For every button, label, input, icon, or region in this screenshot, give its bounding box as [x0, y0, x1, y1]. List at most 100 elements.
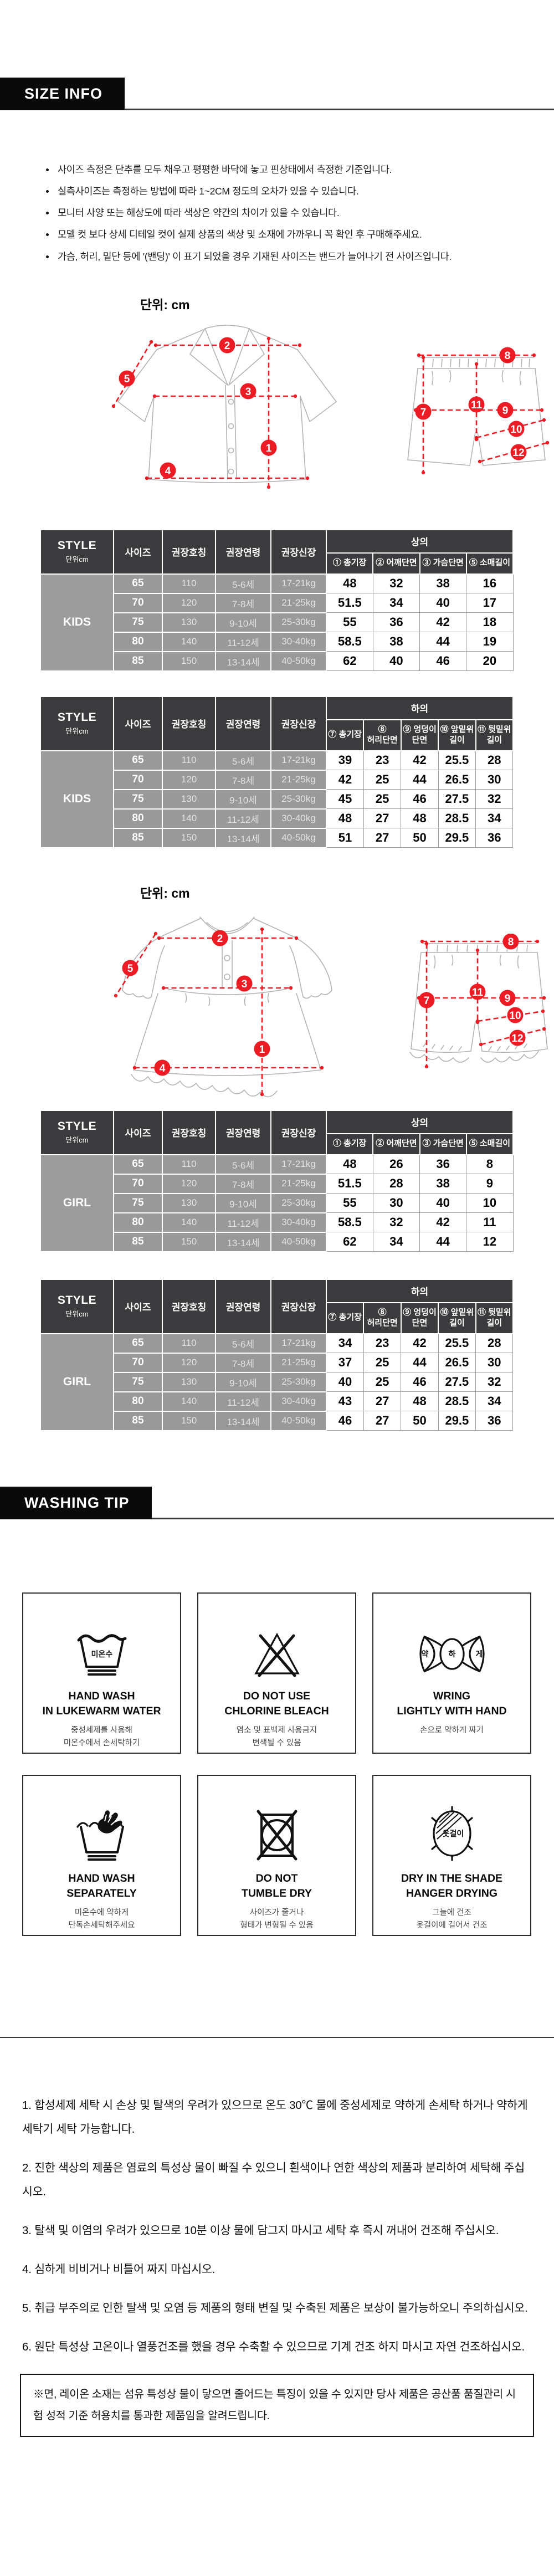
group-label-cell: GIRL [40, 1333, 114, 1431]
shade-hanger-dry-icon: 옷걸이 [421, 1795, 483, 1861]
value-cell: 36 [475, 828, 514, 848]
measure-marker-1 [254, 1041, 270, 1057]
measure-marker-11 [468, 396, 485, 413]
measure-marker-7 [418, 992, 435, 1008]
care-instruction-item: 2. 진한 색상의 제품은 염료의 특성상 물이 빠질 수 있으니 흰색이나 연… [22, 2161, 525, 2198]
section-divider-line [0, 2036, 554, 2038]
measure-marker-label: 4 [160, 1063, 166, 1074]
size-cell: 80 [113, 1391, 163, 1412]
value-cell: 10 [466, 1193, 514, 1213]
style-header-cell: STYLE 단위cm [40, 529, 114, 575]
style-unit-label: 단위cm [65, 727, 89, 736]
care-instruction-item: 6. 원단 특성상 고온이나 열풍건조를 했을 경우 수축할 수 있으므로 기계… [22, 2341, 525, 2354]
value-cell: 38 [419, 573, 467, 594]
handwash-lukewarm-icon: 미온수 [74, 1612, 130, 1679]
value-cell: 32 [475, 789, 514, 810]
value-cell: 25.5 [438, 750, 476, 771]
weight-cell: 25-30kg [270, 1192, 327, 1213]
measure-marker-label: 12 [512, 447, 524, 459]
size-table-kids-하의: STYLE 단위cm 사이즈 권장호칭 권장연령 권장신장 하의 ⑦ 총기장 ⑧ 허리단면 ⑨ 엉… [40, 695, 514, 848]
value-cell: 62 [326, 651, 373, 672]
size-cell: 70 [113, 769, 163, 790]
age-cell: 7-8세 [215, 592, 271, 613]
section-header: 상의 [325, 529, 514, 554]
fabric-notice-box: ※면, 레이온 소재는 섬유 특성상 물이 닿으면 줄어드는 특징이 있을 수 … [20, 2374, 534, 2437]
age-cell: 11-12세 [215, 808, 271, 829]
value-cell: 48 [401, 808, 439, 829]
label-cell: 150 [162, 827, 216, 848]
size-table-girl-top-wrap: STYLE 단위cm 사이즈 권장호칭 권장연령 권장신장 상의 ① 총기장 ② 어깨단면 ③ 가… [40, 1109, 554, 1252]
size-table-girl-상의: STYLE 단위cm 사이즈 권장호칭 권장연령 권장신장 상의 ① 총기장 ② 어깨단면 ③ 가… [40, 1109, 514, 1252]
value-cell: 44 [401, 770, 439, 790]
age-cell: 5-6세 [215, 750, 271, 771]
column-header: 사이즈 [113, 1278, 163, 1334]
measure-marker-label: 2 [224, 340, 230, 352]
size-note-item: 사이즈 측정은 단추를 모두 채우고 평평한 바닥에 놓고 핀상태에서 측정한 … [44, 161, 537, 178]
measure-header: ② 어깨단면 [372, 552, 420, 575]
value-cell: 23 [363, 750, 402, 771]
section-header: 하의 [326, 1278, 514, 1303]
value-cell: 46 [326, 1411, 364, 1431]
table-row: KIDS 65 110 5-6세 17-21kg 39 23 42 25.5 28 [40, 750, 514, 848]
value-cell: 62 [326, 1232, 373, 1252]
value-cell: 40 [372, 651, 420, 672]
measure-header: ⑤ 소매길이 [465, 552, 514, 575]
table-row: 80 140 11-12세 30-40kg 43 27 48 28.5 34 [40, 1391, 514, 1412]
value-cell: 26.5 [438, 1353, 476, 1373]
value-cell: 36 [372, 612, 420, 633]
age-cell: 9-10세 [215, 1192, 271, 1213]
label-cell: 140 [162, 1212, 216, 1233]
washing-tip-header: WASHING TIP [0, 1486, 152, 1519]
value-cell: 51.5 [326, 593, 373, 613]
weight-cell: 21-25kg [270, 592, 327, 613]
svg-text:약: 약 [421, 1650, 428, 1658]
value-cell: 28 [475, 1333, 514, 1354]
measure-marker-5 [119, 370, 135, 387]
value-cell: 30 [475, 1353, 514, 1373]
size-cell: 75 [113, 1192, 163, 1213]
value-cell: 27 [363, 1411, 402, 1431]
age-cell: 7-8세 [215, 769, 271, 790]
no-tumble-dry-icon [249, 1795, 305, 1861]
age-cell: 5-6세 [215, 1154, 271, 1175]
column-header: 권장호칭 [162, 1109, 216, 1155]
measure-header: ⑧ 허리단면 [363, 719, 402, 751]
weight-cell: 30-40kg [270, 1212, 327, 1233]
column-header: 권장신장 [270, 695, 327, 751]
size-cell: 80 [113, 808, 163, 829]
care-card-subtext: 미온수에 약하게 단독손세탁해주세요 [68, 1908, 135, 1930]
age-cell: 13-14세 [215, 1410, 271, 1431]
value-cell: 18 [466, 612, 514, 633]
value-cell: 9 [466, 1174, 514, 1194]
group-label-cell: KIDS [40, 573, 114, 672]
weight-cell: 17-21kg [270, 750, 327, 771]
weight-cell: 25-30kg [270, 1371, 327, 1392]
label-cell: 140 [162, 1391, 216, 1412]
weight-cell: 30-40kg [270, 808, 327, 829]
size-cell: 70 [113, 1173, 163, 1194]
measure-marker-8 [499, 347, 516, 363]
label-cell: 120 [162, 769, 216, 790]
value-cell: 58.5 [326, 1212, 373, 1233]
table-row: 75 130 9-10세 25-30kg 45 25 46 27.5 32 [40, 788, 514, 810]
measure-header: ⑩ 앞밑위 길이 [438, 719, 476, 751]
size-cell: 85 [113, 651, 163, 672]
table-row: 80 140 11-12세 30-40kg 58.5 32 42 11 [40, 1212, 514, 1233]
table-row: 85 150 13-14세 40-50kg 62 40 46 20 [40, 651, 514, 672]
measure-header: ⑤ 소매길이 [465, 1133, 514, 1155]
label-cell: 130 [162, 788, 216, 810]
label-cell: 150 [162, 651, 216, 672]
measure-marker-9 [497, 402, 514, 418]
measure-header: ⑨ 엉덩이 단면 [400, 1302, 439, 1334]
value-cell: 40 [419, 1193, 467, 1213]
table-row: 80 140 11-12세 30-40kg 48 27 48 28.5 34 [40, 808, 514, 829]
size-cell: 80 [113, 1212, 163, 1233]
label-cell: 150 [162, 1410, 216, 1431]
age-cell: 9-10세 [215, 612, 271, 633]
column-header: 권장호칭 [162, 695, 216, 751]
value-cell: 29.5 [438, 1411, 476, 1431]
size-note-item: 가슴, 허리, 밑단 등에 '(밴딩)' 이 표기 되었을 경우 기재된 사이즈… [44, 248, 537, 265]
label-cell: 140 [162, 631, 216, 652]
size-cell: 75 [113, 612, 163, 633]
style-header-cell: STYLE 단위cm [40, 695, 114, 751]
